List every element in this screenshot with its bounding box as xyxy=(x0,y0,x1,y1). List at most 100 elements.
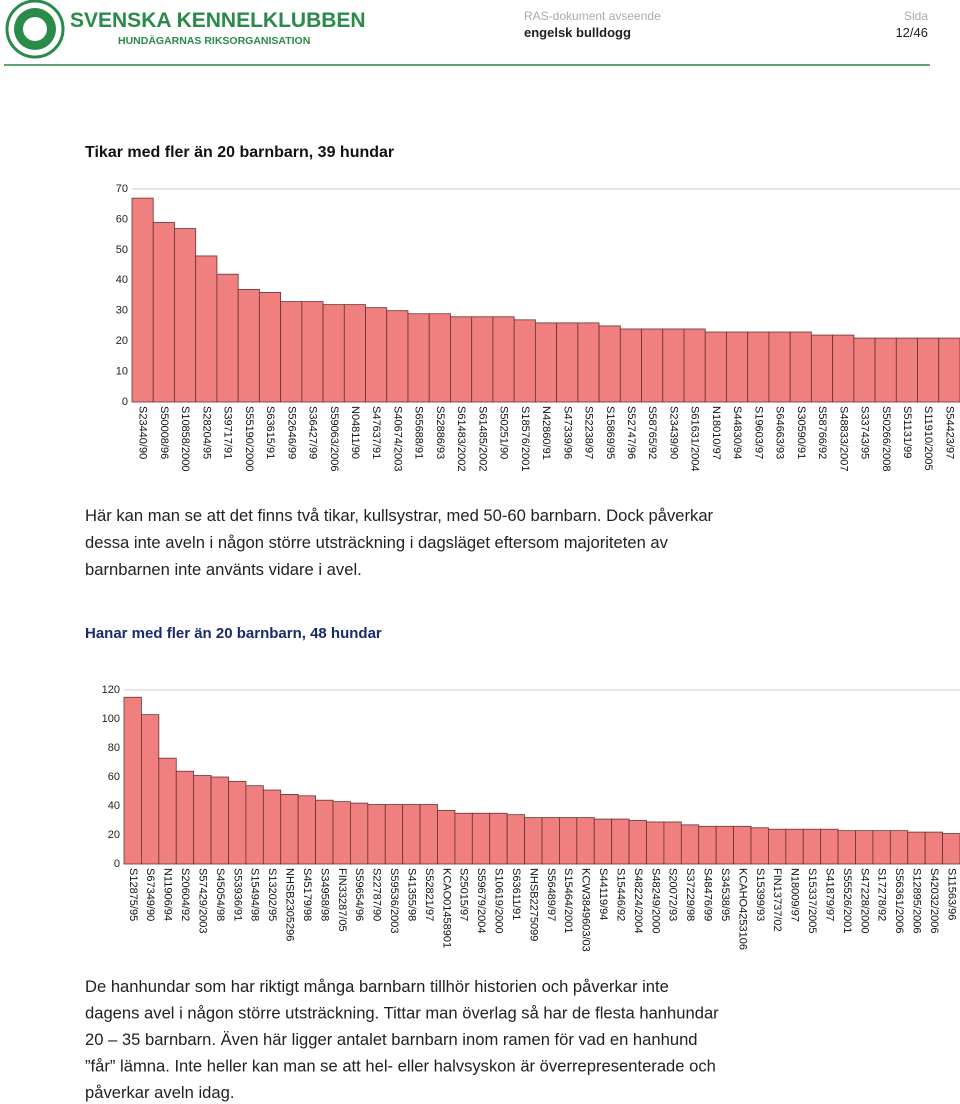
y-tick-label: 20 xyxy=(108,829,120,841)
bar xyxy=(210,776,229,865)
x-tick-label: S12895/2006 xyxy=(911,868,923,933)
bar xyxy=(683,328,706,403)
page-number: 12/46 xyxy=(895,25,928,40)
x-tick-label: S61631/2004 xyxy=(689,406,701,471)
x-tick-label: S40674/2003 xyxy=(391,406,403,471)
bar xyxy=(768,331,791,403)
x-tick-label: S15464/2001 xyxy=(562,868,574,933)
bar xyxy=(556,322,579,403)
bar xyxy=(593,818,613,865)
bar xyxy=(195,255,218,403)
x-tick-label: S61485/2002 xyxy=(476,406,488,471)
x-tick-label: N18010/97 xyxy=(710,406,722,460)
bar xyxy=(559,817,578,865)
y-tick-label: 40 xyxy=(116,274,128,286)
bar xyxy=(907,831,926,865)
bar xyxy=(193,775,212,865)
x-tick-label: S36427/99 xyxy=(307,406,319,459)
bar xyxy=(855,830,874,865)
x-tick-label: S42032/2006 xyxy=(928,868,940,933)
bar xyxy=(367,804,386,865)
x-tick-label: S50008/96 xyxy=(158,406,170,459)
bar xyxy=(332,801,351,865)
bar xyxy=(437,809,456,865)
x-tick-label: S47637/91 xyxy=(370,406,382,459)
bar xyxy=(123,696,142,865)
x-tick-label: S47228/2000 xyxy=(858,868,870,933)
bar xyxy=(747,331,770,403)
x-tick-label: S56361/2006 xyxy=(893,868,905,933)
bar xyxy=(301,301,324,403)
x-tick-label: S51131/99 xyxy=(901,406,913,458)
bar xyxy=(541,817,560,865)
x-tick-label: S12875/95 xyxy=(127,868,139,921)
x-tick-label: S25015/97 xyxy=(458,868,470,921)
x-tick-label: S30590/91 xyxy=(795,406,807,459)
x-tick-label: S23439/90 xyxy=(667,406,679,459)
bar xyxy=(322,304,345,403)
paragraph-line: Här kan man se att det finns två tikar, … xyxy=(85,506,714,525)
chart-title: Hanar med fler än 20 barnbarn, 48 hundar xyxy=(85,625,382,642)
x-tick-label: S15337/2005 xyxy=(806,868,818,933)
bar xyxy=(228,780,247,865)
bar xyxy=(785,828,804,865)
y-tick-label: 10 xyxy=(116,365,128,377)
paragraph-line: De hanhundar som har riktigt många barnb… xyxy=(85,977,669,996)
bar xyxy=(750,827,769,865)
bar xyxy=(662,328,685,403)
x-tick-label: S59063/2006 xyxy=(328,406,340,471)
bar xyxy=(280,301,303,403)
x-tick-label: S52886/93 xyxy=(434,406,446,459)
bar xyxy=(577,322,600,403)
y-tick-label: 60 xyxy=(108,771,120,783)
x-tick-label: S50266/2008 xyxy=(880,406,892,471)
bar xyxy=(297,795,316,865)
x-tick-label: S10619/2000 xyxy=(493,868,505,933)
x-tick-label: S20072/93 xyxy=(667,868,679,921)
bar xyxy=(402,804,421,865)
paragraph-line: ”får” lämna. Inte heller kan man se att … xyxy=(85,1057,716,1076)
x-tick-label: S11563/96 xyxy=(945,868,957,920)
bar xyxy=(471,812,491,865)
bar xyxy=(924,831,943,865)
doc-title: engelsk bulldogg xyxy=(524,25,631,40)
bar xyxy=(471,316,494,403)
bar xyxy=(810,334,834,403)
x-tick-label: S13202/95 xyxy=(266,868,278,921)
bar xyxy=(237,289,260,403)
bar xyxy=(131,197,154,403)
x-tick-label: S39717/91 xyxy=(222,406,234,459)
bar xyxy=(789,331,812,403)
bar xyxy=(646,821,665,865)
bar xyxy=(174,228,197,403)
bar xyxy=(343,304,366,403)
x-tick-label: S44830/94 xyxy=(731,406,743,459)
org-name: SVENSKA KENNELKLUBBEN xyxy=(70,9,366,32)
x-tick-label: S63615/91 xyxy=(264,406,276,459)
x-tick-label: S61483/2002 xyxy=(455,406,467,471)
bar xyxy=(280,794,299,865)
bar xyxy=(428,313,451,403)
x-tick-label: S65688/91 xyxy=(413,406,425,459)
bar xyxy=(216,273,239,403)
bar xyxy=(576,817,595,865)
bar xyxy=(407,313,430,403)
x-tick-label: KCAO01458901 xyxy=(440,868,452,948)
x-tick-label: S59654/96 xyxy=(353,868,365,921)
x-tick-label: NHSB2305296 xyxy=(284,868,296,941)
paragraph-line: dessa inte aveln i någon större utsträck… xyxy=(85,533,669,552)
y-tick-label: 0 xyxy=(114,858,120,870)
x-tick-label: S53936/91 xyxy=(231,868,243,921)
x-tick-label: N18009/97 xyxy=(789,868,801,922)
bar xyxy=(141,714,160,865)
y-tick-label: 20 xyxy=(116,335,128,347)
x-tick-label: S57429/2003 xyxy=(196,868,208,933)
bar xyxy=(611,818,630,865)
y-tick-label: 70 xyxy=(116,183,128,195)
x-tick-label: S52747/96 xyxy=(625,406,637,459)
y-tick-label: 50 xyxy=(116,244,128,256)
bar xyxy=(832,334,855,403)
bar xyxy=(534,322,558,403)
bar xyxy=(726,331,749,403)
